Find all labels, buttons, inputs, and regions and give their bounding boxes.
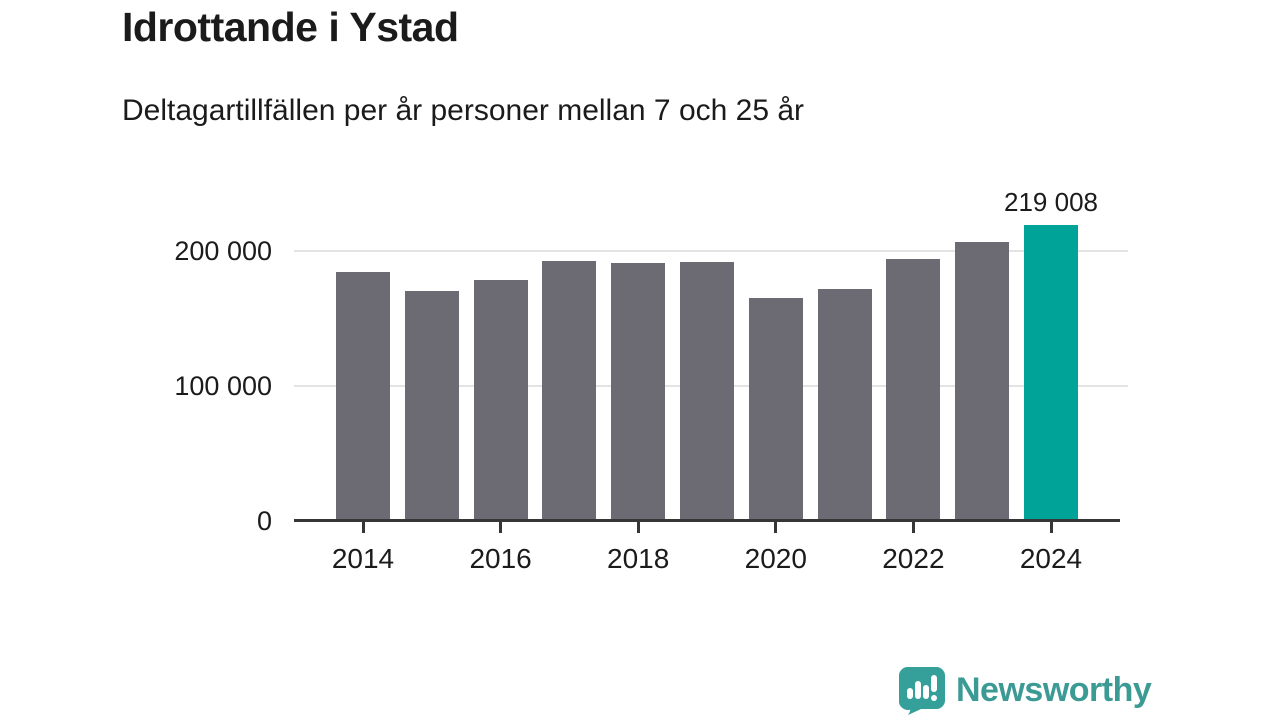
newsworthy-logo-text: Newsworthy xyxy=(956,671,1152,709)
bar-2014 xyxy=(336,271,390,519)
x-tick-2022 xyxy=(911,522,915,533)
y-axis-label-0: 0 xyxy=(256,505,272,536)
y-axis-label-100000: 100 000 xyxy=(174,370,272,401)
bar-2018 xyxy=(611,262,666,519)
y-axis-label-200000: 200 000 xyxy=(174,236,272,267)
exclamation-stem xyxy=(931,675,937,692)
bar-2017 xyxy=(542,260,597,519)
mini-bar-2 xyxy=(915,681,921,699)
bar-2015 xyxy=(404,290,459,519)
x-tick-2020 xyxy=(774,522,778,533)
x-axis-label-2022: 2022 xyxy=(882,543,945,574)
x-axis-label-2014: 2014 xyxy=(331,543,395,574)
bar-2016 xyxy=(473,280,528,519)
newsworthy-logo: Newsworthy xyxy=(898,665,1152,715)
speech-bubble-inner xyxy=(898,667,945,715)
x-tick-2024 xyxy=(1049,522,1053,533)
highlight-value-label: 219 008 xyxy=(1004,187,1098,218)
x-tick-2016 xyxy=(499,522,503,533)
x-axis-label-2024: 2024 xyxy=(1019,543,1083,574)
highlight-bar-2024 xyxy=(1024,225,1078,519)
chart-subtitle: Deltagartillfällen per år personer mella… xyxy=(122,94,805,127)
gridline-200000 xyxy=(294,250,1128,253)
bar-2022 xyxy=(886,258,941,519)
exclamation-dot xyxy=(931,695,937,701)
x-axis-label-2016: 2016 xyxy=(469,543,532,574)
bar-2021 xyxy=(817,288,872,519)
bar-2019 xyxy=(680,262,734,519)
chart-title: Idrottande i Ystad xyxy=(122,4,459,50)
mini-bar-3 xyxy=(923,685,929,699)
newsworthy-logo-icon xyxy=(898,667,945,715)
bar-2023 xyxy=(955,242,1010,519)
bar-2020 xyxy=(748,298,803,519)
x-axis-label-2018: 2018 xyxy=(607,543,670,574)
x-tick-2018 xyxy=(636,522,640,533)
x-axis-label-2020: 2020 xyxy=(744,543,807,574)
mini-bar-1 xyxy=(907,688,913,699)
x-axis-line xyxy=(294,519,1120,522)
x-tick-2014 xyxy=(361,522,365,533)
